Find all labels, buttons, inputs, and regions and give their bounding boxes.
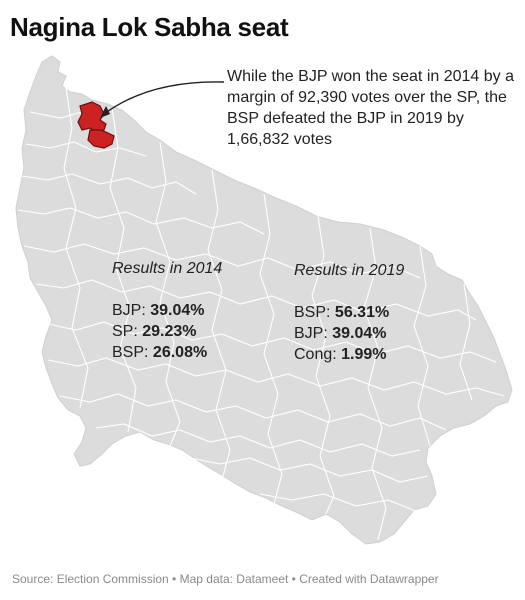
vote-share: 1.99% [341,346,387,363]
party-label: BSP: [112,344,149,361]
annotation-text: While the BJP won the seat in 2014 by a … [227,68,514,148]
nagina-constituency-south [87,129,115,149]
vote-share: 39.04% [332,325,387,342]
state-outline [15,55,513,545]
vote-share: 39.04% [150,302,205,319]
vote-share: 29.23% [142,323,197,340]
district-boundaries [17,87,505,541]
vote-share: 26.08% [152,344,208,361]
party-label: BJP: [294,325,328,342]
chart-title: Nagina Lok Sabha seat [10,12,289,42]
result-row: Cong: 1.99% [294,344,404,365]
result-row: SP: 29.23% [112,321,222,342]
annotation-pointer-line [103,81,225,115]
annotation-pointer-arrowhead [100,106,110,118]
uttar-pradesh-map [15,55,513,545]
result-row: BJP: 39.04% [112,300,222,321]
party-label: SP: [112,323,138,340]
party-label: Cong: [294,346,337,363]
results-2014-heading: Results in 2014 [112,260,223,277]
party-label: BSP: [294,304,331,321]
results-2019-heading: Results in 2019 [294,262,405,279]
vote-share: 56.31% [334,304,390,321]
result-row: BJP: 39.04% [294,323,404,344]
results-2014-block: Results in 2014 BJP: 39.04% SP: 29.23% B… [112,258,222,363]
nagina-constituency [77,101,107,133]
results-2019-block: Results in 2019 BSP: 56.31% BJP: 39.04% … [294,260,404,365]
result-row: BSP: 26.08% [112,342,222,363]
party-label: BJP: [112,302,146,319]
map-area [0,48,525,568]
result-row: BSP: 56.31% [294,302,404,323]
source-footer: Source: Election Commission • Map data: … [12,572,439,586]
